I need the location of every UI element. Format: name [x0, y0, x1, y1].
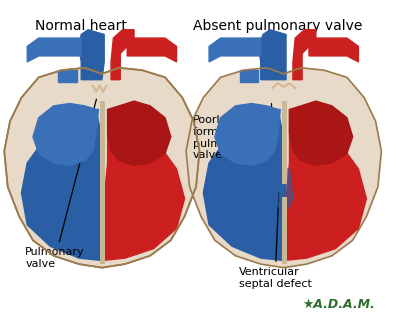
Polygon shape	[111, 30, 134, 80]
Polygon shape	[203, 109, 290, 260]
Text: Ventricular
septal defect: Ventricular septal defect	[239, 193, 312, 289]
Polygon shape	[209, 38, 261, 62]
Text: Poorly
formed
pulmonary
valve: Poorly formed pulmonary valve	[193, 103, 271, 160]
Polygon shape	[27, 38, 81, 62]
Polygon shape	[284, 109, 366, 260]
Polygon shape	[290, 101, 353, 165]
Polygon shape	[309, 38, 358, 62]
Polygon shape	[258, 30, 286, 80]
Polygon shape	[127, 38, 176, 62]
Text: Normal heart: Normal heart	[35, 19, 127, 33]
Polygon shape	[58, 70, 77, 82]
Polygon shape	[274, 169, 293, 217]
Polygon shape	[33, 103, 98, 165]
Polygon shape	[186, 68, 381, 268]
Polygon shape	[102, 109, 184, 260]
Polygon shape	[215, 103, 280, 165]
Text: Pulmonary
valve: Pulmonary valve	[25, 99, 96, 269]
Polygon shape	[108, 101, 171, 165]
Polygon shape	[22, 109, 108, 260]
Polygon shape	[4, 68, 200, 268]
Polygon shape	[240, 70, 258, 82]
Text: ★A.D.A.M.: ★A.D.A.M.	[302, 298, 375, 311]
Polygon shape	[79, 30, 104, 80]
Text: Absent pulmonary valve: Absent pulmonary valve	[193, 19, 362, 33]
Polygon shape	[293, 30, 316, 80]
